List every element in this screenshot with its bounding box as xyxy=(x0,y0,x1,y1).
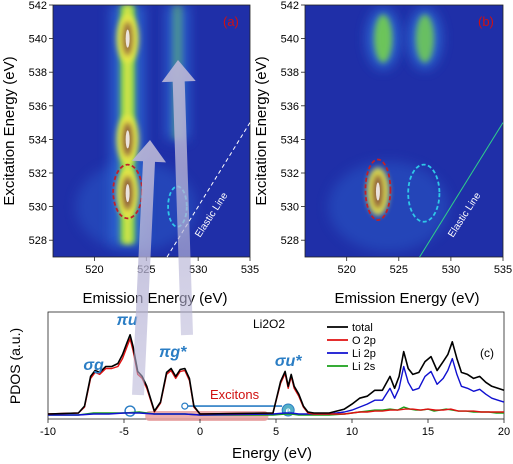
arrow-pi-g-star xyxy=(161,60,196,336)
panel-c-ylabel: PDOS (a.u.) xyxy=(7,328,23,404)
a-xtick-label-530: 530 xyxy=(189,264,207,276)
a-ytick-label-542: 542 xyxy=(29,0,47,12)
c-xtick-label--10: -10 xyxy=(40,426,56,438)
b-xtick-label-520: 520 xyxy=(338,264,356,276)
a-xtick-label-520: 520 xyxy=(85,264,103,276)
b-ytick-label-530: 530 xyxy=(281,202,299,214)
c-xtick-label-10: 10 xyxy=(346,426,358,438)
orbital-label-3: σu* xyxy=(275,353,302,370)
c-xtick-label-0: 0 xyxy=(197,426,203,438)
arrow-pi-u xyxy=(132,140,166,396)
legend-label-0: total xyxy=(352,322,373,334)
a-peak-core-2 xyxy=(125,184,130,203)
b-ytick-label-536: 536 xyxy=(281,101,299,113)
b-region-red xyxy=(364,158,392,221)
panel-c-label: (c) xyxy=(480,346,494,360)
a-elastic-line xyxy=(166,122,251,258)
a-ytick-label-528: 528 xyxy=(29,235,47,247)
panel-c-title: Li2O2 xyxy=(253,317,285,331)
a-ytick-label-532: 532 xyxy=(29,168,47,180)
c-xtick-label-15: 15 xyxy=(422,426,434,438)
series-li-2p xyxy=(48,357,505,416)
b-region-cyan xyxy=(407,163,441,223)
a-peak-core-3 xyxy=(125,130,130,149)
panel-c-xlabel: Energy (eV) xyxy=(232,445,312,462)
a-peak-core-4 xyxy=(125,29,130,48)
b-blob-1 xyxy=(415,14,434,63)
exciton-label: Excitons xyxy=(210,387,260,402)
a-ytick-label-536: 536 xyxy=(29,101,47,113)
panel-a-label: (a) xyxy=(223,14,239,29)
b-ytick-label-534: 534 xyxy=(281,134,299,146)
b-ytick-label-532: 532 xyxy=(281,168,299,180)
legend-label-1: O 2p xyxy=(352,335,376,347)
panel-b-xlabel: Emission Energy (eV) xyxy=(334,290,479,307)
panel-b-ylabel: Excitation Energy (eV) xyxy=(253,56,270,205)
series-o-2p xyxy=(47,338,504,415)
a-ytick-label-538: 538 xyxy=(29,67,47,79)
b-peak-core-2 xyxy=(375,182,380,201)
pdos-panel-c: e -10 -5 0 5 10 15 20 σg πu πg* σu* (c) Li2O2 Exc… xyxy=(7,311,510,462)
a-ytick-label-534: 534 xyxy=(29,134,47,146)
b-xtick-label-535: 535 xyxy=(494,264,512,276)
orbital-label-2: πg* xyxy=(159,344,187,361)
a-xtick-label-535: 535 xyxy=(241,264,259,276)
b-xtick-label-525: 525 xyxy=(390,264,408,276)
legend-label-3: Li 2s xyxy=(352,361,376,373)
heatmap-b-features xyxy=(328,8,449,252)
exciton-node xyxy=(181,402,189,410)
b-xtick-label-530: 530 xyxy=(442,264,460,276)
b-ytick-label-538: 538 xyxy=(281,67,299,79)
b-blob-0 xyxy=(374,14,393,63)
electron-label: e xyxy=(286,406,291,416)
panel-b-label: (b) xyxy=(478,14,494,29)
c-xtick-label-20: 20 xyxy=(498,426,510,438)
legend-label-2: Li 2p xyxy=(352,348,376,360)
series-total xyxy=(47,334,505,415)
orbital-label-1: πu xyxy=(116,312,137,329)
b-ytick-label-542: 542 xyxy=(281,0,299,12)
b-ytick-label-528: 528 xyxy=(281,235,299,247)
hole-marker xyxy=(124,405,136,417)
orbital-label-0: σg xyxy=(83,357,104,374)
b-ytick-label-540: 540 xyxy=(281,34,299,46)
c-xtick-label-5: 5 xyxy=(273,426,279,438)
heatmap-panel-b: 520 525 530 535 528 530 532 534 536 538 540 542 (b… xyxy=(253,0,512,307)
transition-arrows xyxy=(132,60,196,396)
a-ytick-label-530: 530 xyxy=(29,202,47,214)
b-elastic-line xyxy=(419,122,504,258)
a-ytick-label-540: 540 xyxy=(29,34,47,46)
panel-a-ylabel: Excitation Energy (eV) xyxy=(1,56,18,205)
panel-a-xlabel: Emission Energy (eV) xyxy=(82,290,227,307)
c-xtick-label--5: -5 xyxy=(119,426,129,438)
